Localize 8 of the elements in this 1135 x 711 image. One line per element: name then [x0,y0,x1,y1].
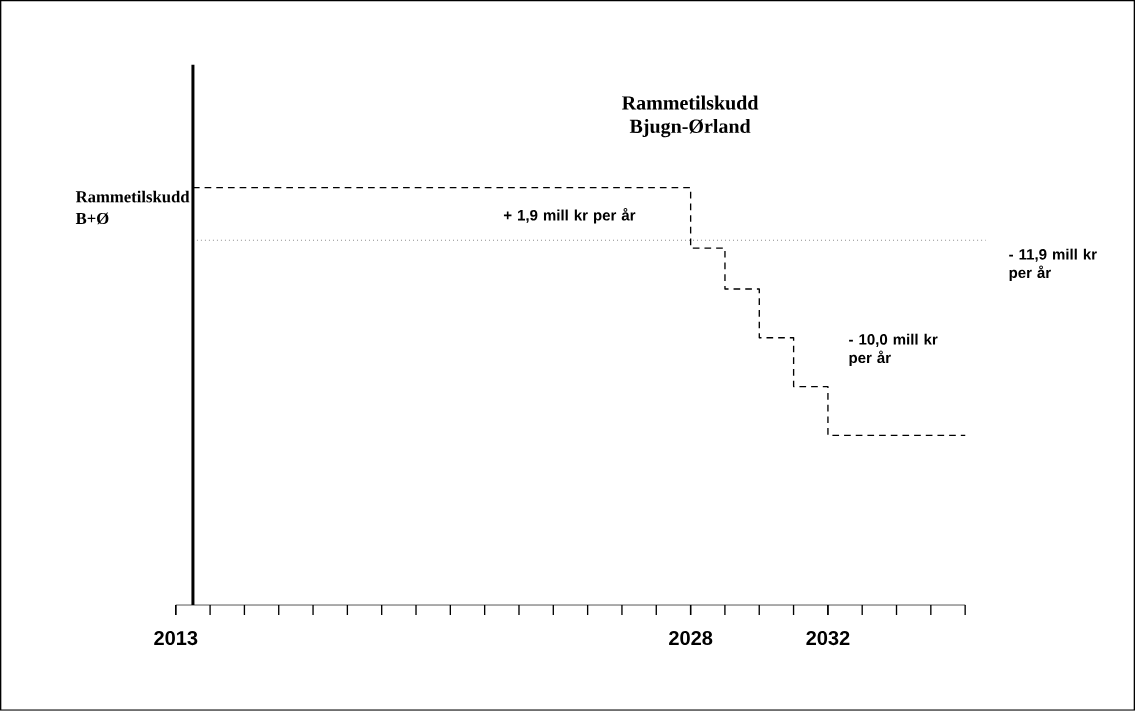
chart-title: Rammetilskudd Bjugn-Ørland [622,95,759,138]
x-tick-label: 2032 [806,631,850,646]
y-axis-title: Rammetilskudd B+Ø [75,190,190,225]
x-tick-label: 2028 [669,631,713,646]
x-tick-label: 2013 [154,631,198,646]
annotation: + 1,9 mill kr per år [503,208,636,224]
annotation: - 10,0 mill kr per år [849,333,938,367]
text: - 11,9 mill kr per år [1009,248,1097,282]
